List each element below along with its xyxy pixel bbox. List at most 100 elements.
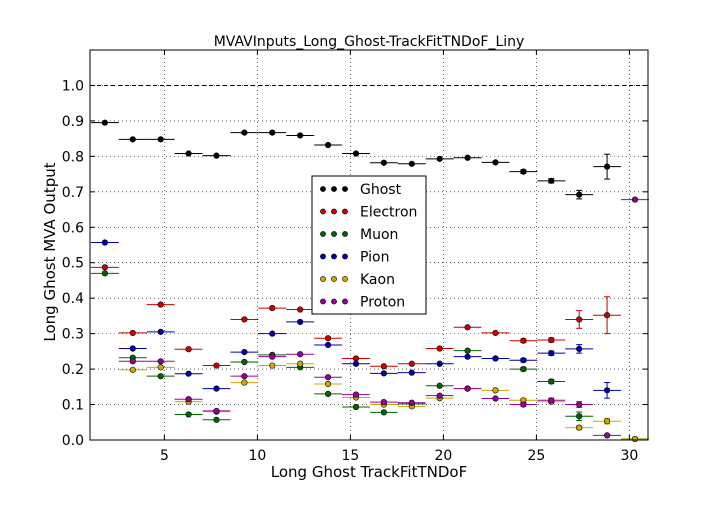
- data-point: [157, 373, 164, 380]
- legend-marker: [320, 208, 326, 215]
- data-point: [297, 306, 304, 313]
- data-point: [213, 152, 220, 159]
- data-point: [436, 155, 443, 162]
- data-point: [157, 136, 164, 143]
- data-point: [241, 379, 248, 386]
- data-point: [576, 413, 583, 420]
- data-point: [213, 407, 220, 415]
- data-point: [185, 370, 192, 377]
- data-point: [185, 396, 192, 403]
- data-point: [548, 397, 555, 404]
- data-point: [603, 418, 611, 425]
- series-electron: [90, 264, 622, 370]
- data-point: [576, 401, 583, 408]
- data-point: [603, 432, 611, 439]
- data-point: [101, 239, 108, 246]
- data-point: [352, 391, 360, 398]
- data-point: [185, 150, 192, 157]
- data-point: [129, 345, 136, 352]
- data-point: [185, 346, 192, 353]
- y-tick-label: 0.0: [62, 433, 84, 449]
- data-point: [520, 357, 527, 364]
- y-axis-label: Long Ghost MVA Output: [41, 162, 59, 341]
- legend-marker: [342, 276, 348, 282]
- chart-title: MVAVInputs_Long_Ghost-TrackFitTNDoF_Liny: [214, 34, 525, 50]
- data-point: [548, 350, 555, 357]
- data-point: [297, 318, 304, 326]
- data-point: [520, 168, 527, 175]
- data-point: [548, 378, 555, 385]
- data-point: [213, 362, 220, 369]
- data-point: [408, 360, 415, 367]
- data-point: [548, 177, 555, 184]
- data-point: [520, 401, 527, 408]
- data-point: [157, 301, 164, 308]
- legend-marker: [320, 186, 326, 192]
- data-point: [576, 345, 583, 352]
- data-point: [297, 360, 304, 367]
- data-point: [492, 329, 499, 337]
- series-ghost: [90, 119, 622, 200]
- data-point: [241, 373, 248, 380]
- data-point: [436, 345, 443, 352]
- data-point: [269, 353, 276, 360]
- data-point: [380, 159, 387, 166]
- data-point: [408, 399, 415, 406]
- data-point: [492, 159, 499, 166]
- legend-marker: [320, 276, 326, 282]
- legend-marker: [331, 298, 337, 305]
- data-point: [408, 369, 415, 376]
- x-tick-label: 15: [341, 448, 359, 464]
- data-point: [380, 398, 387, 406]
- data-point: [603, 312, 611, 319]
- data-point: [352, 150, 360, 157]
- data-point: [241, 129, 248, 136]
- legend-label: Muon: [360, 227, 398, 243]
- series-proton: [118, 196, 649, 439]
- legend-marker: [342, 186, 348, 192]
- plot-area: 5 10 15 20 25 30 0.0 0.1 0.2 0.3 0.4 0.5 0.6 0.7 0.8 0.…: [62, 49, 649, 464]
- data-point: [352, 355, 360, 362]
- data-point: [576, 316, 583, 323]
- y-tick-label: 0.3: [62, 327, 84, 343]
- data-point: [380, 363, 387, 370]
- data-point: [213, 385, 220, 392]
- data-point: [380, 409, 387, 416]
- x-tick-label: 30: [620, 448, 638, 464]
- data-point: [324, 390, 332, 398]
- data-point: [631, 435, 639, 443]
- data-point: [324, 341, 332, 349]
- data-point: [352, 403, 360, 411]
- legend-box: [311, 175, 427, 315]
- data-point: [464, 324, 471, 331]
- legend-marker: [342, 253, 348, 260]
- legend-label: Pion: [360, 250, 389, 266]
- data-point: [241, 316, 248, 323]
- y-tick-label: 1.0: [62, 78, 84, 94]
- data-point: [129, 358, 136, 365]
- data-point: [436, 360, 443, 367]
- data-point: [436, 382, 443, 389]
- legend-marker: [320, 298, 326, 305]
- legend-marker: [331, 231, 337, 237]
- data-point: [464, 154, 471, 161]
- data-point: [269, 305, 276, 312]
- data-point: [269, 129, 276, 136]
- y-tick-label: 0.9: [62, 114, 84, 130]
- data-point: [129, 366, 136, 373]
- data-point: [464, 353, 471, 360]
- legend-marker: [342, 208, 348, 215]
- legend-label: Ghost: [360, 182, 402, 198]
- data-point: [241, 358, 248, 366]
- data-point: [213, 416, 220, 423]
- y-tick-label: 0.8: [62, 149, 84, 165]
- legend-marker: [320, 253, 326, 260]
- data-point: [464, 347, 471, 354]
- data-point: [576, 424, 583, 431]
- series-pion: [90, 239, 622, 399]
- data-point: [157, 358, 164, 365]
- data-point: [492, 387, 499, 394]
- data-point: [297, 132, 304, 139]
- data-point: [380, 370, 387, 377]
